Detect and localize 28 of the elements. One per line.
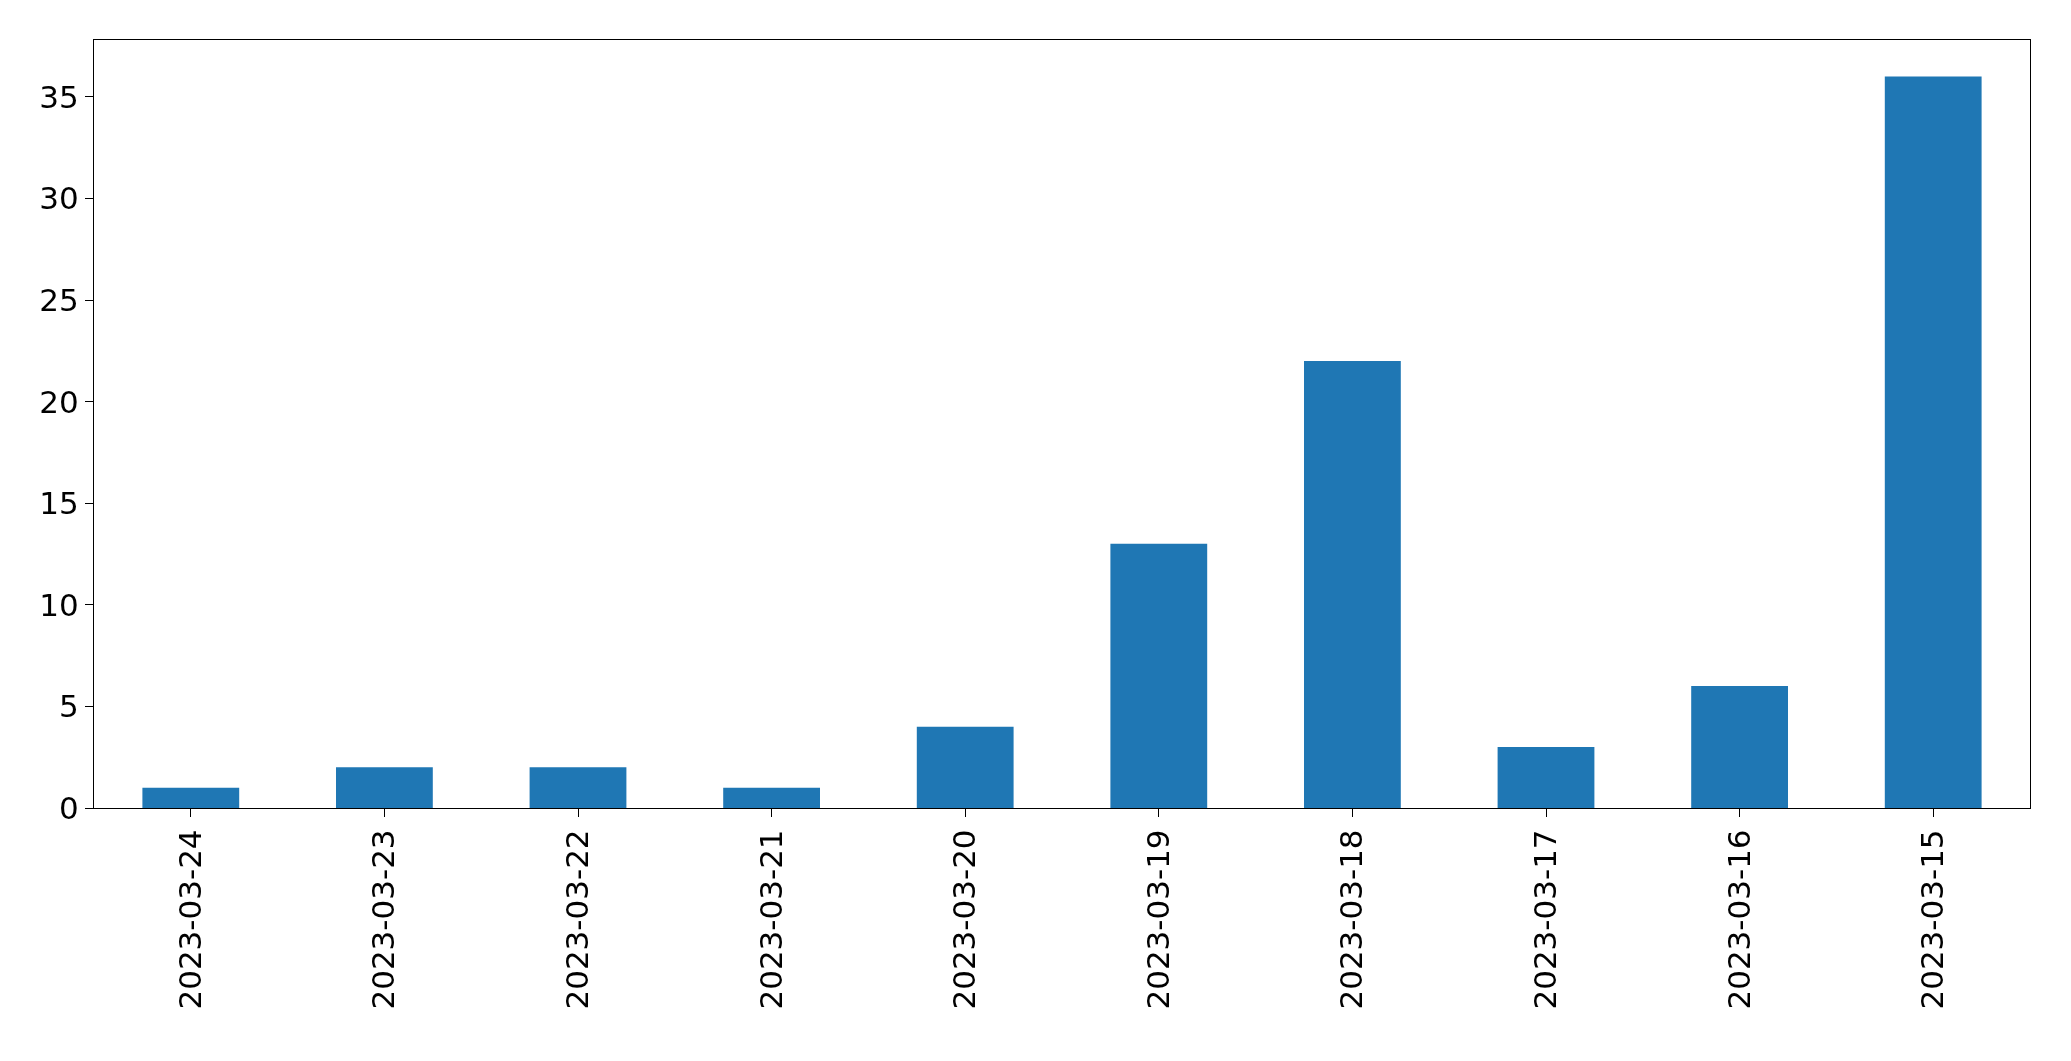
y-tick-label: 35: [39, 78, 79, 115]
bar: [529, 767, 627, 808]
x-tick-label: 2023-03-17: [1527, 829, 1564, 1010]
bar: [336, 767, 433, 808]
x-tick-label: 2023-03-24: [171, 829, 208, 1010]
bar: [1884, 76, 1982, 808]
y-tick-label: 25: [39, 281, 79, 318]
bar: [723, 787, 820, 808]
x-tick-label: 2023-03-20: [946, 829, 983, 1010]
x-tick-label: 2023-03-23: [365, 829, 402, 1010]
x-tick-label: 2023-03-18: [1333, 829, 1370, 1010]
y-tick-label: 10: [39, 586, 79, 623]
bar: [1497, 747, 1595, 808]
bar: [916, 726, 1014, 808]
bar: [1691, 686, 1788, 808]
x-tick-label: 2023-03-21: [752, 829, 789, 1010]
y-tick-label: 0: [59, 789, 79, 826]
y-tick-label: 15: [39, 485, 79, 522]
bar: [142, 787, 240, 808]
y-tick-label: 5: [59, 688, 79, 725]
bar: [1110, 543, 1208, 808]
x-tick-label: 2023-03-19: [1139, 829, 1176, 1010]
y-tick-label: 30: [39, 180, 79, 217]
bar: [1304, 361, 1401, 808]
x-tick-label: 2023-03-15: [1914, 829, 1951, 1010]
x-tick-label: 2023-03-22: [559, 829, 596, 1010]
x-tick-label: 2023-03-16: [1720, 829, 1757, 1010]
y-tick-label: 20: [39, 383, 79, 420]
